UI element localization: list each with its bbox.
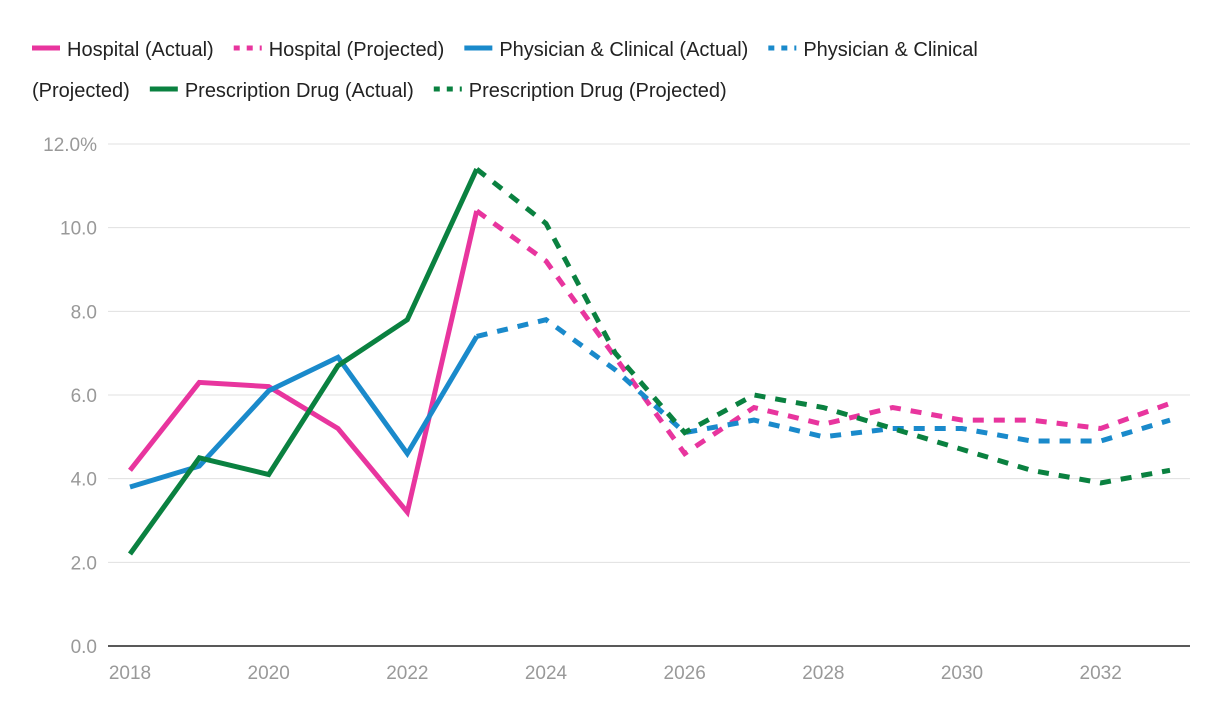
legend-label: Hospital (Projected) bbox=[269, 39, 445, 61]
y-tick-label: 10.0 bbox=[60, 219, 97, 240]
y-tick-label: 0.0 bbox=[71, 637, 97, 658]
series-line-prescription-drug-projected bbox=[475, 167, 1171, 486]
y-tick-label: 4.0 bbox=[71, 470, 97, 491]
y-tick-label: 8.0 bbox=[71, 302, 97, 323]
series-line-hospital-actual bbox=[128, 210, 480, 518]
x-tick-label: 2024 bbox=[525, 663, 568, 684]
x-tick-label: 2022 bbox=[386, 663, 428, 684]
x-tick-label: 2030 bbox=[941, 663, 983, 684]
x-tick-label: 2032 bbox=[1080, 663, 1122, 684]
x-tick-label: 2020 bbox=[248, 663, 290, 684]
series-line-prescription-drug-actual bbox=[127, 168, 479, 556]
legend-label: Prescription Drug (Projected) bbox=[469, 80, 727, 102]
legend-label: Physician & Clinical bbox=[803, 39, 978, 61]
legend-label: Prescription Drug (Actual) bbox=[185, 80, 414, 102]
y-tick-label: 2.0 bbox=[71, 553, 97, 574]
legend-label: Physician & Clinical (Actual) bbox=[499, 39, 748, 61]
axes: 0.0 2.0 4.0 6.0 8.0 10.0 12.0% 2018 2020 2022 2024… bbox=[43, 135, 1190, 684]
grid-lines bbox=[108, 143, 1190, 563]
x-tick-label: 2018 bbox=[109, 663, 151, 684]
series-line-hospital-projected bbox=[475, 208, 1171, 458]
x-tick-label: 2026 bbox=[664, 663, 706, 684]
legend-label: Hospital (Actual) bbox=[67, 39, 214, 61]
legend: Hospital (Actual) Hospital (Projected) Phy… bbox=[32, 39, 978, 102]
series-lines bbox=[127, 167, 1171, 556]
x-tick-label: 2028 bbox=[802, 663, 844, 684]
series-line-physician-clinical-actual bbox=[129, 335, 479, 490]
y-tick-label: 12.0% bbox=[43, 135, 97, 156]
legend-label-continued: (Projected) bbox=[32, 80, 130, 102]
series-line-physician-clinical-projected bbox=[476, 316, 1171, 444]
y-tick-label: 6.0 bbox=[71, 386, 97, 407]
